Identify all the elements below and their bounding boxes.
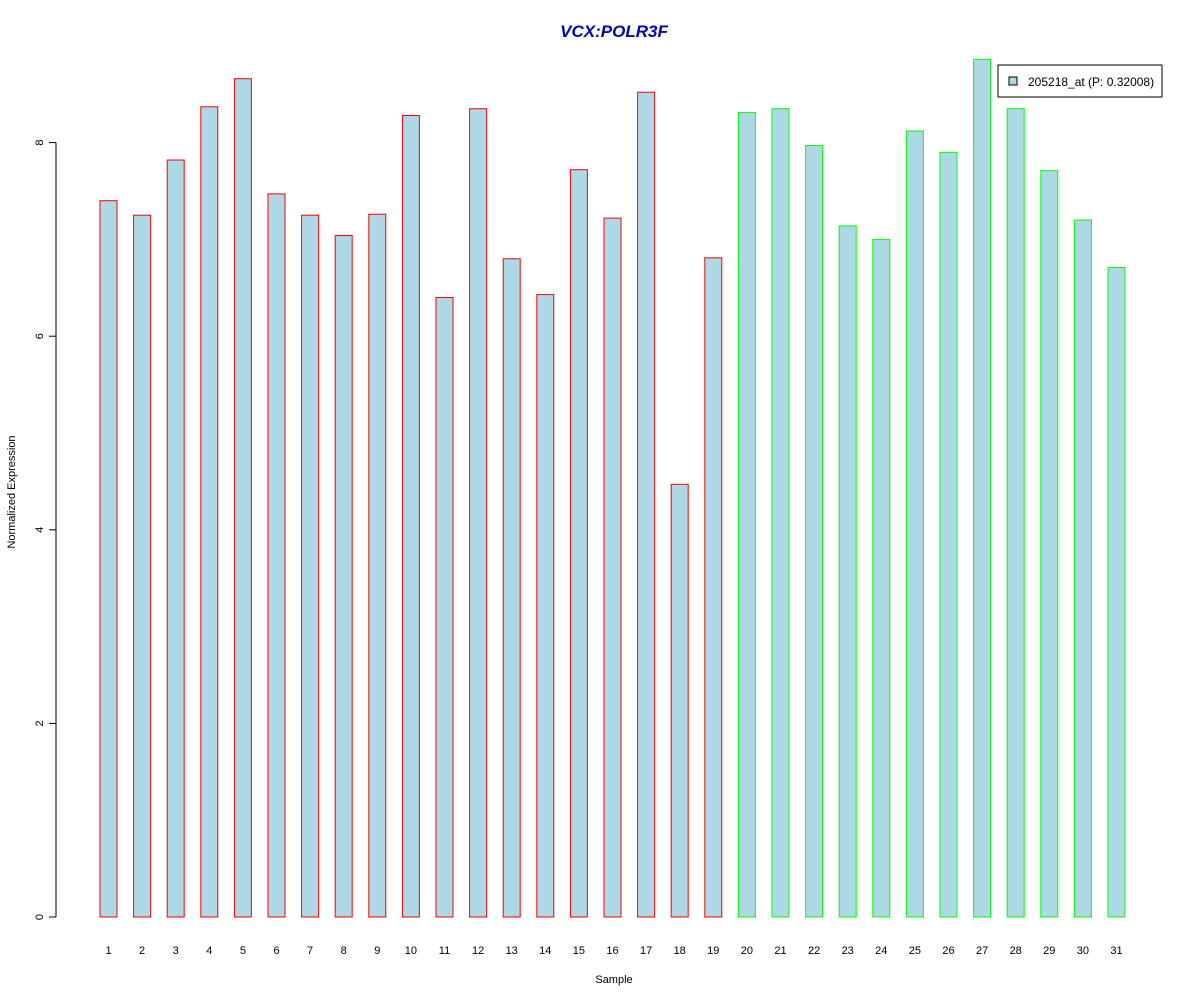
y-axis-label: Normalized Expression — [6, 435, 18, 548]
bar — [805, 145, 824, 918]
x-tick-label: 18 — [674, 945, 686, 957]
bar — [670, 483, 689, 918]
bar — [502, 258, 521, 918]
x-tick-label: 24 — [875, 945, 887, 957]
bar — [1006, 108, 1025, 918]
bar — [469, 108, 488, 918]
bar — [905, 130, 924, 918]
bar — [301, 214, 320, 918]
bar — [435, 296, 454, 918]
bar — [536, 294, 555, 918]
x-tick-label: 15 — [573, 945, 585, 957]
x-tick-label: 3 — [173, 945, 179, 957]
x-tick-label: 1 — [105, 945, 111, 957]
x-tick-label: 11 — [439, 945, 450, 957]
legend-swatch — [1008, 76, 1018, 86]
bar — [737, 112, 756, 918]
bar — [233, 78, 252, 918]
x-tick-label: 13 — [506, 945, 518, 957]
y-axis: 0 2 4 6 8 — [34, 140, 57, 920]
bar — [166, 159, 185, 918]
y-tick-label: 4 — [34, 527, 46, 533]
bar — [1073, 219, 1092, 918]
x-tick-label: 19 — [707, 945, 719, 957]
x-tick-label: 4 — [206, 945, 212, 957]
y-tick-label: 6 — [34, 333, 46, 339]
legend-box — [997, 64, 1163, 98]
x-tick-label: 9 — [374, 945, 380, 957]
x-tick-label: 17 — [640, 945, 652, 957]
bar — [771, 108, 790, 918]
bar — [704, 257, 723, 918]
x-tick-label: 7 — [307, 945, 313, 957]
bar — [99, 200, 118, 918]
x-tick-label: 21 — [774, 945, 786, 957]
x-tick-label: 28 — [1010, 945, 1022, 957]
y-tick-label: 8 — [34, 140, 46, 146]
bar — [267, 193, 286, 918]
bar — [133, 214, 152, 918]
y-tick-label: 0 — [34, 914, 46, 920]
bar — [637, 91, 656, 918]
bar — [1107, 266, 1126, 918]
x-tick-label: 10 — [405, 945, 417, 957]
bar — [569, 169, 588, 918]
bar — [939, 151, 958, 918]
x-tick-label: 30 — [1077, 945, 1089, 957]
x-tick-label: 22 — [808, 945, 820, 957]
x-tick-label: 6 — [273, 945, 279, 957]
legend-label: 205218_at (P: 0.32008) — [1028, 75, 1154, 89]
bar — [334, 235, 353, 918]
legend: 205218_at (P: 0.32008) — [997, 64, 1163, 98]
bar — [200, 106, 219, 918]
x-axis-label: Sample — [595, 974, 632, 986]
x-tick-label: 2 — [139, 945, 145, 957]
bar — [1040, 170, 1059, 918]
x-tick-label: 12 — [472, 945, 484, 957]
x-tick-label: 23 — [842, 945, 854, 957]
x-tick-label: 5 — [240, 945, 246, 957]
x-tick-label: 26 — [942, 945, 954, 957]
bar — [872, 238, 891, 918]
x-tick-label: 27 — [976, 945, 988, 957]
bar — [603, 217, 622, 918]
x-tick-labels: 1 2 3 4 5 6 7 8 9 10 11 12 13 14 15 16 17 18 19 20 21 22 23 24 2… — [105, 945, 1122, 957]
bars — [99, 58, 1126, 918]
bar — [368, 213, 387, 918]
x-tick-label: 16 — [606, 945, 618, 957]
bar — [838, 225, 857, 918]
x-tick-label: 31 — [1110, 945, 1122, 957]
chart-title: VCX:POLR3F — [560, 22, 668, 41]
x-tick-label: 8 — [341, 945, 347, 957]
x-tick-label: 14 — [539, 945, 551, 957]
bar — [401, 114, 420, 918]
x-tick-label: 29 — [1043, 945, 1055, 957]
x-tick-label: 20 — [741, 945, 753, 957]
bar — [973, 58, 992, 918]
y-tick-label: 2 — [34, 720, 46, 726]
x-tick-label: 25 — [909, 945, 921, 957]
